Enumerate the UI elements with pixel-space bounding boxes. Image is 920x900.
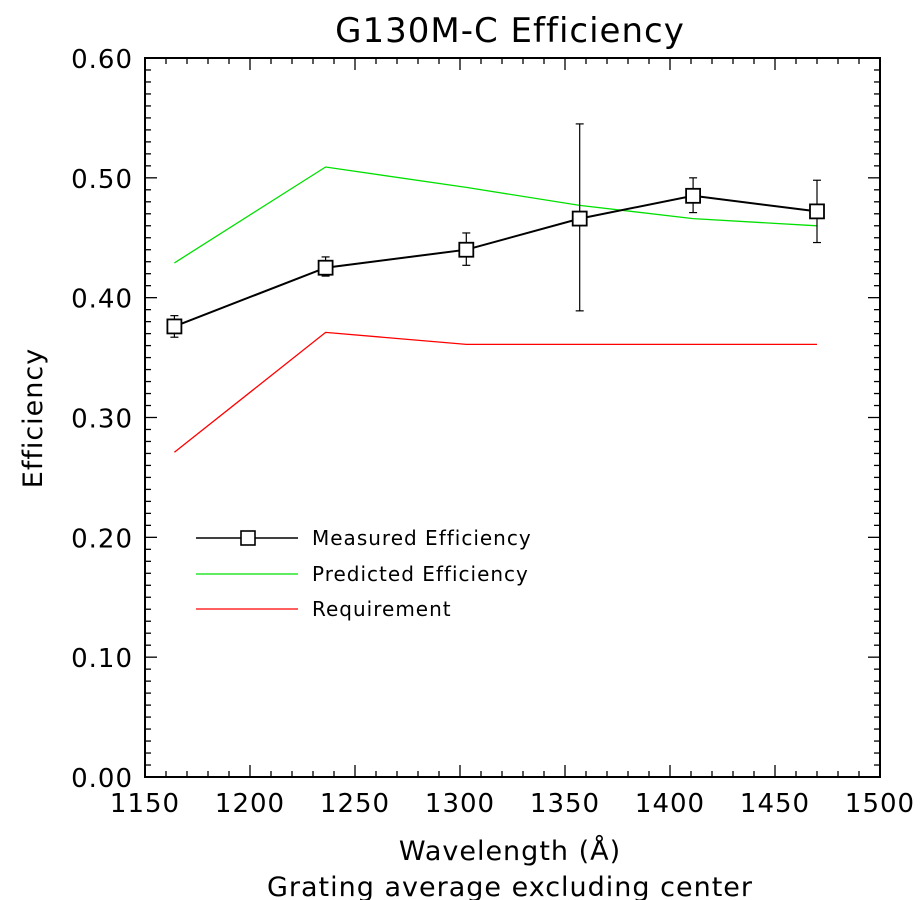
chart-title: G130M-C Efficiency — [335, 11, 685, 51]
data-point — [317, 259, 334, 276]
x-tick-label: 1250 — [320, 789, 390, 819]
y-tick-label: 0.40 — [71, 285, 133, 315]
x-tick-label: 1450 — [740, 789, 810, 819]
x-tick-label: 1500 — [845, 789, 915, 819]
y-tick-label: 0.00 — [71, 764, 133, 794]
legend: Measured Efficiency Predicted Efficiency R… — [196, 526, 532, 621]
x-axis-label: Wavelength (Å) — [399, 835, 621, 867]
series-line-2 — [173, 331, 817, 453]
legend-label-1: Predicted Efficiency — [312, 562, 529, 586]
plot-frame — [144, 57, 881, 778]
x-tick-label: 1300 — [425, 789, 495, 819]
data-point — [458, 241, 475, 258]
tick-layer: 1150 1200 1250 1300 1350 1400 1450 1500 0.00 0.10… — [71, 45, 915, 819]
y-tick-label: 0.50 — [71, 165, 133, 195]
series-line-0 — [174, 194, 818, 328]
legend-label-2: Requirement — [312, 597, 452, 621]
legend-label-0: Measured Efficiency — [312, 526, 532, 550]
data-point — [166, 318, 183, 335]
y-tick-label: 0.30 — [71, 405, 133, 435]
plot-layer — [166, 123, 825, 453]
y-tick-label: 0.10 — [71, 644, 133, 674]
y-axis-label: Efficiency — [18, 348, 49, 488]
series-line-1 — [174, 166, 818, 264]
data-point — [809, 203, 825, 220]
x-tick-label: 1400 — [635, 789, 705, 819]
x-tick-label: 1350 — [530, 789, 600, 819]
data-point — [685, 187, 701, 204]
y-tick-label: 0.60 — [71, 45, 133, 75]
x-tick-label: 1200 — [215, 789, 285, 819]
y-tick-label: 0.20 — [71, 524, 133, 554]
legend-marker — [240, 530, 256, 546]
x-tick-label: 1150 — [110, 789, 180, 819]
data-point — [571, 210, 588, 227]
chart-subtitle: Grating average excluding center — [267, 872, 753, 900]
